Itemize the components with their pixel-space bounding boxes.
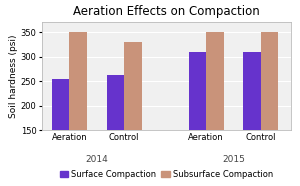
Bar bbox=[261, 32, 278, 186]
Title: Aeration Effects on Compaction: Aeration Effects on Compaction bbox=[73, 5, 260, 18]
Text: 2014: 2014 bbox=[85, 155, 108, 164]
Bar bbox=[124, 42, 142, 186]
Bar bbox=[206, 32, 224, 186]
Bar bbox=[106, 75, 124, 186]
Bar bbox=[189, 52, 206, 186]
Bar bbox=[243, 52, 261, 186]
Y-axis label: Soil hardness (psi): Soil hardness (psi) bbox=[9, 35, 18, 118]
Text: 2015: 2015 bbox=[222, 155, 245, 164]
Bar bbox=[52, 79, 69, 186]
Legend: Surface Compaction, Subsurface Compaction: Surface Compaction, Subsurface Compactio… bbox=[56, 166, 277, 182]
Bar bbox=[69, 32, 87, 186]
